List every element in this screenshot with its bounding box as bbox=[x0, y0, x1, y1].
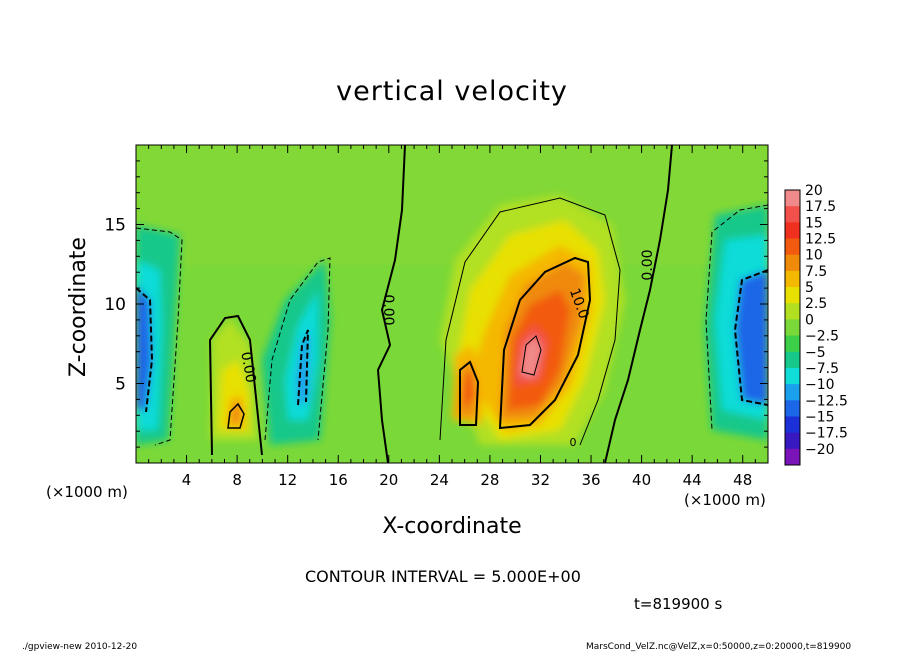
contour-twenty-peak bbox=[521, 335, 542, 376]
colorbar-label: 2.5 bbox=[805, 296, 827, 312]
contour-ten-left bbox=[227, 402, 245, 429]
x-tick-label: 24 bbox=[430, 471, 449, 489]
colorbar-swatch bbox=[785, 367, 800, 385]
footer-left: ./gpview-new 2010-12-20 bbox=[22, 642, 138, 652]
colorbar-swatch bbox=[785, 351, 800, 369]
colorbar-label: −20 bbox=[805, 442, 835, 458]
colorbar-swatch bbox=[785, 400, 800, 417]
x-tick-label: 12 bbox=[278, 471, 297, 489]
contour-neg-center bbox=[264, 257, 331, 441]
colorbar-label: 7.5 bbox=[805, 264, 827, 280]
chart-title: vertical velocity bbox=[336, 76, 568, 107]
x-unit-label-right: (×1000 m) bbox=[684, 491, 766, 509]
x-tick-label: 20 bbox=[379, 471, 398, 489]
colorbar-label: −12.5 bbox=[805, 393, 848, 409]
colorbar-swatch bbox=[785, 190, 800, 207]
colorbar-label: 20 bbox=[805, 183, 823, 199]
colorbar-label: −2.5 bbox=[805, 329, 839, 345]
contour-ten bbox=[498, 256, 592, 430]
colorbar-label: −5 bbox=[805, 345, 826, 361]
colorbar-swatch bbox=[785, 384, 800, 401]
contour-zero-mid bbox=[376, 145, 406, 463]
y-tick-label: 10 bbox=[104, 295, 126, 315]
colorbar-swatch bbox=[785, 448, 800, 466]
x-tick-label: 44 bbox=[683, 471, 702, 489]
y-tick-label: 15 bbox=[104, 216, 126, 236]
colorbar-frame bbox=[784, 189, 801, 466]
colorbar-swatch bbox=[785, 303, 800, 320]
contour-zero-left bbox=[208, 314, 263, 456]
colorbar-label: −10 bbox=[805, 377, 835, 393]
x-tick-label: 32 bbox=[531, 471, 550, 489]
x-tick-label: 28 bbox=[480, 471, 499, 489]
colorbar-label: −7.5 bbox=[805, 361, 839, 377]
colorbar-label: 10 bbox=[805, 248, 823, 264]
colorbar-label: 12.5 bbox=[805, 232, 836, 248]
footer-right: MarsCond_VelZ.nc@VelZ,x=0:50000,z=0:2000… bbox=[586, 642, 852, 652]
colorbar-swatch bbox=[785, 287, 800, 304]
x-tick-label: 48 bbox=[733, 471, 752, 489]
colorbar-label: 15 bbox=[805, 215, 823, 231]
x-tick-label: 8 bbox=[232, 471, 242, 489]
colorbar-swatch bbox=[785, 432, 800, 450]
time-note: t=819900 s bbox=[634, 595, 723, 613]
colorbar-label: 5 bbox=[805, 280, 814, 296]
downdraft-left-core bbox=[136, 285, 152, 410]
x-tick-label: 4 bbox=[182, 471, 192, 489]
y-axis-label: Z-coordinate bbox=[66, 237, 91, 377]
colorbar-label: −15 bbox=[805, 409, 835, 425]
contour-neg-center-inner bbox=[297, 329, 309, 406]
colorbar-label: 17.5 bbox=[805, 199, 836, 215]
updraft-second-peak bbox=[462, 372, 474, 405]
contour-label: 0.00 bbox=[380, 294, 396, 325]
x-tick-label: 40 bbox=[632, 471, 651, 489]
colorbar-swatch bbox=[785, 270, 800, 288]
colorbar-swatch bbox=[785, 238, 800, 256]
contour-label-small: 0 bbox=[570, 436, 577, 449]
colorbar-swatch bbox=[785, 319, 800, 337]
updraft-left-peak bbox=[230, 402, 242, 424]
x-tick-label: 16 bbox=[329, 471, 348, 489]
contour-neg-right-inner bbox=[733, 269, 768, 406]
colorbar-swatch bbox=[785, 222, 800, 240]
contour-neg-left-inner bbox=[136, 287, 154, 413]
contour-neg-left-outer bbox=[136, 227, 183, 446]
colorbar-swatch bbox=[785, 416, 800, 434]
contour-neg-right-outer bbox=[705, 204, 768, 431]
x-axis: 4 8 12 16 20 24 28 32 36 40 44 48 bbox=[148, 145, 756, 489]
colorbar-label: 0 bbox=[805, 312, 814, 328]
contour-label: 0.00 bbox=[237, 351, 258, 384]
x-unit-label-left: (×1000 m) bbox=[46, 483, 128, 501]
y-axis: 5 10 15 bbox=[104, 160, 768, 448]
x-axis-label: X-coordinate bbox=[382, 514, 522, 539]
colorbar-swatch bbox=[785, 335, 800, 353]
contour-five-main bbox=[439, 197, 621, 446]
x-tick-label: 36 bbox=[581, 471, 600, 489]
contour-interval-note: CONTOUR INTERVAL = 5.000E+00 bbox=[305, 567, 581, 586]
colorbar-swatch bbox=[785, 206, 800, 223]
colorbar-swatch bbox=[785, 254, 800, 272]
y-tick-label: 5 bbox=[115, 375, 126, 395]
colorbar-label: −17.5 bbox=[805, 426, 848, 442]
contour-ten-second bbox=[459, 360, 480, 426]
colorbar: 2017.51512.5107.552.50−2.5−5−7.5−10−12.5… bbox=[784, 183, 848, 466]
contour-label: 0.00 bbox=[640, 249, 656, 280]
contour-zero-right bbox=[604, 145, 673, 463]
downdraft-right-core bbox=[735, 270, 768, 405]
